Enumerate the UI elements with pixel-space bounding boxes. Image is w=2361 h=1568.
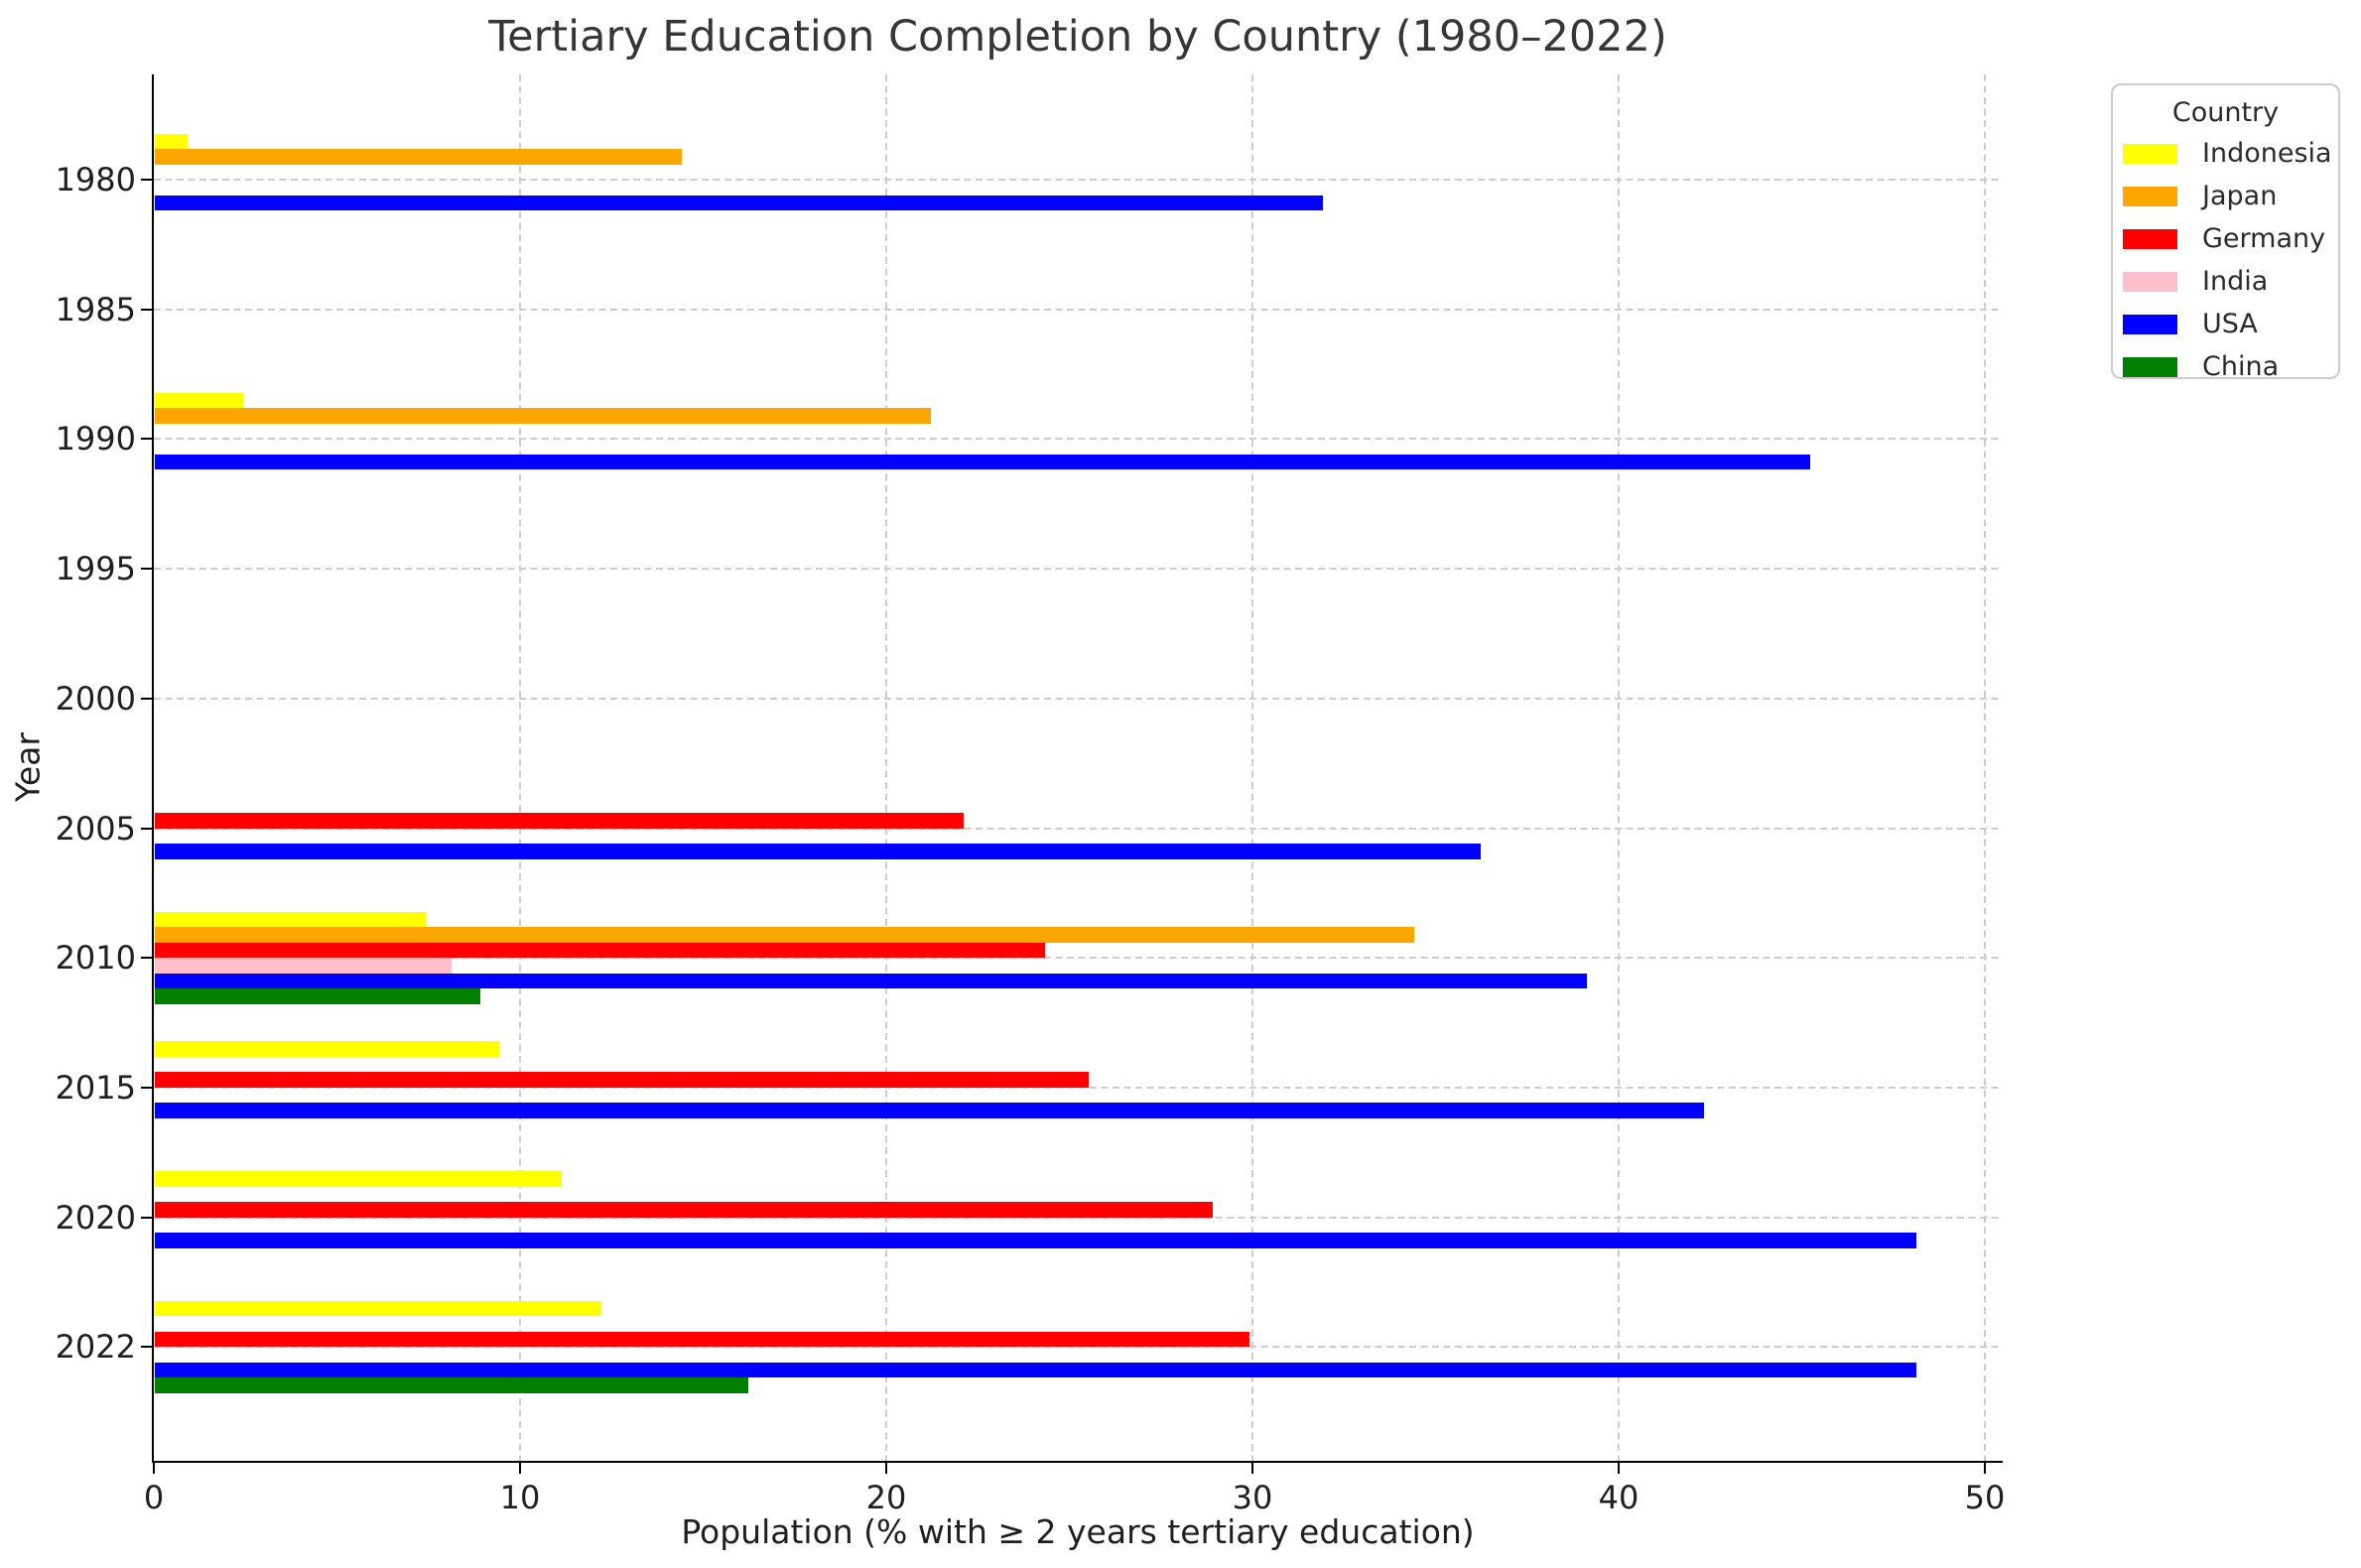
bar-japan-2010 (155, 927, 1415, 943)
legend-swatch-india (2123, 271, 2177, 292)
legend-swatch-japan (2123, 186, 2177, 206)
x-gridline-50 (1984, 74, 1986, 1461)
y-gridline-1980 (154, 179, 2003, 181)
x-tick-label-50: 50 (1964, 1479, 2006, 1516)
y-gridline-1990 (154, 438, 2003, 441)
bar-indonesia-2015 (155, 1041, 499, 1057)
bar-germany-2015 (155, 1072, 1089, 1088)
legend-items: Indonesia Japan Germany India USA China (2113, 132, 2338, 388)
y-tick-mark-1990 (141, 438, 154, 441)
x-tick-mark-0 (153, 1461, 155, 1474)
x-tick-mark-30 (1251, 1461, 1253, 1474)
y-tick-label-2022: 2022 (55, 1328, 136, 1367)
bar-usa-2022 (155, 1362, 1916, 1378)
y-tick-label-1980: 1980 (55, 161, 136, 198)
legend-item-china: China (2113, 345, 2338, 388)
bar-germany-2020 (155, 1202, 1214, 1218)
legend-item-label: China (2202, 351, 2280, 382)
legend-item-label: India (2202, 266, 2269, 297)
y-tick-mark-2000 (141, 697, 154, 700)
x-tick-label-10: 10 (499, 1479, 541, 1516)
y-tick-mark-2022 (141, 1346, 154, 1349)
y-tick-label-2020: 2020 (55, 1198, 136, 1237)
y-gridline-2020 (154, 1216, 2003, 1219)
y-tick-label-2010: 2010 (55, 939, 136, 978)
legend-swatch-usa (2123, 314, 2177, 334)
y-tick-label-1985: 1985 (55, 290, 136, 328)
x-tick-label-30: 30 (1232, 1479, 1273, 1516)
y-tick-mark-2015 (141, 1086, 154, 1089)
bar-germany-2005 (155, 813, 965, 829)
x-tick-label-20: 20 (865, 1479, 907, 1516)
bar-indonesia-1990 (155, 392, 243, 409)
bar-japan-1980 (155, 149, 683, 165)
y-tick-label-2015: 2015 (55, 1068, 136, 1107)
bar-germany-2010 (155, 942, 1045, 959)
legend-item-label: Japan (2202, 181, 2278, 211)
y-gridline-1985 (154, 308, 2003, 311)
y-tick-mark-1995 (141, 568, 154, 571)
bar-usa-1980 (155, 195, 1324, 210)
y-gridline-2010 (154, 957, 2003, 960)
y-axis-spine (152, 74, 154, 1463)
x-gridline-20 (885, 74, 887, 1461)
bar-usa-2010 (155, 973, 1587, 989)
legend-title: Country (2171, 97, 2280, 128)
y-gridline-2022 (154, 1346, 2003, 1349)
bar-indonesia-2020 (155, 1171, 562, 1187)
bar-germany-2022 (155, 1331, 1250, 1348)
y-gridline-2000 (154, 697, 2003, 700)
x-gridline-10 (519, 74, 521, 1461)
y-tick-mark-2010 (141, 957, 154, 960)
chart-title: Tertiary Education Completion by Country… (488, 12, 1667, 62)
bar-usa-2020 (155, 1233, 1916, 1248)
x-gridline-30 (1251, 74, 1253, 1461)
y-tick-label-2000: 2000 (55, 679, 136, 718)
bar-china-2022 (155, 1377, 748, 1393)
bar-india-2010 (155, 958, 452, 974)
legend-item-india: India (2113, 260, 2338, 303)
bar-indonesia-1980 (155, 133, 189, 149)
x-axis-spine (152, 1461, 2003, 1463)
x-tick-label-0: 0 (143, 1479, 165, 1516)
x-gridline-40 (1618, 74, 1620, 1461)
bar-usa-1990 (155, 454, 1810, 470)
y-gridline-1995 (154, 568, 2003, 571)
y-tick-mark-1985 (141, 308, 154, 311)
legend-swatch-germany (2123, 228, 2177, 249)
x-tick-mark-10 (519, 1461, 521, 1474)
y-tick-label-1990: 1990 (55, 420, 136, 458)
legend-item-label: Germany (2202, 223, 2326, 254)
legend-item-usa: USA (2113, 303, 2338, 345)
bar-usa-2015 (155, 1103, 1704, 1118)
legend-swatch-china (2123, 356, 2177, 377)
legend-item-label: Indonesia (2202, 138, 2332, 169)
y-axis-label: Year (8, 732, 48, 802)
y-gridline-2015 (154, 1086, 2003, 1089)
bar-indonesia-2010 (155, 911, 427, 928)
y-gridline-2005 (154, 827, 2003, 830)
y-tick-mark-2005 (141, 827, 154, 830)
bar-usa-2005 (155, 844, 1481, 859)
x-axis-label: Population (% with ≥ 2 years tertiary ed… (681, 1512, 1475, 1551)
x-tick-label-40: 40 (1598, 1479, 1640, 1516)
legend-swatch-indonesia (2123, 143, 2177, 164)
y-tick-label-2005: 2005 (55, 809, 136, 848)
x-tick-mark-20 (885, 1461, 887, 1474)
x-tick-mark-50 (1984, 1461, 1986, 1474)
x-tick-mark-40 (1618, 1461, 1620, 1474)
legend: Country Indonesia Japan Germany India USA Chi… (2111, 83, 2340, 382)
legend-item-indonesia: Indonesia (2113, 132, 2338, 175)
y-tick-mark-2020 (141, 1216, 154, 1219)
legend-item-label: USA (2202, 309, 2258, 339)
bar-china-2010 (155, 988, 481, 1004)
y-tick-mark-1980 (141, 179, 154, 181)
legend-item-japan: Japan (2113, 175, 2338, 217)
bar-japan-1990 (155, 408, 932, 424)
bar-indonesia-2022 (155, 1300, 602, 1317)
y-tick-label-1995: 1995 (55, 550, 136, 588)
legend-item-germany: Germany (2113, 217, 2338, 260)
